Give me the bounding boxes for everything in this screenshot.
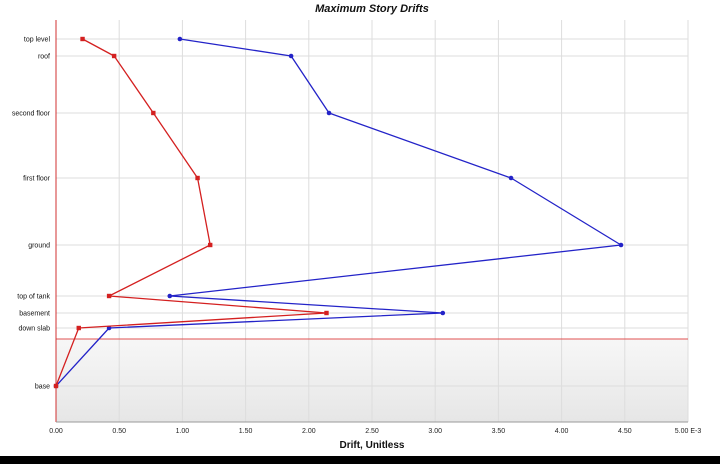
x-tick-label: 0.00 xyxy=(49,428,63,435)
chart-title: Maximum Story Drifts xyxy=(315,3,429,15)
x-tick-labels: 0.00 0.50 1.00 1.50 2.00 2.50 3.00 3.50 4.00 4.50… xyxy=(49,428,701,435)
data-point xyxy=(440,310,446,316)
data-point xyxy=(167,293,173,299)
x-tick-label: 4.50 xyxy=(618,428,632,435)
grid-lines xyxy=(56,20,689,422)
story-label: second floor xyxy=(12,111,51,118)
x-tick-label: 3.00 xyxy=(428,428,442,435)
bottom-bar xyxy=(0,456,720,464)
story-label: base xyxy=(35,384,50,391)
story-label: first floor xyxy=(23,176,51,183)
series-group xyxy=(53,36,624,389)
x-tick-label: 1.00 xyxy=(176,428,190,435)
x-tick-label: 5.00 E-3 xyxy=(675,428,702,435)
data-point xyxy=(106,293,112,299)
story-label: ground xyxy=(28,243,50,250)
data-point xyxy=(195,175,200,181)
data-point xyxy=(111,53,117,59)
data-point xyxy=(53,383,59,389)
story-label: top level xyxy=(24,37,51,44)
story-label: roof xyxy=(38,54,50,61)
data-point xyxy=(326,110,332,116)
story-label: top of tank xyxy=(17,294,50,301)
data-point xyxy=(508,175,514,181)
data-point xyxy=(80,36,85,42)
data-point xyxy=(618,242,624,248)
x-axis-label: Drift, Unitless xyxy=(339,440,404,451)
x-tick-label: 2.00 xyxy=(302,428,316,435)
story-label: basement xyxy=(19,311,50,318)
y-tick-labels: top level roof second floor first floor grou… xyxy=(12,37,51,391)
x-tick-label: 4.00 xyxy=(555,428,569,435)
data-point xyxy=(177,36,183,42)
data-point xyxy=(76,325,81,331)
data-point xyxy=(208,242,213,248)
x-tick-label: 1.50 xyxy=(239,428,253,435)
story-label: down slab xyxy=(18,326,50,333)
x-tick-label: 0.50 xyxy=(112,428,126,435)
data-point xyxy=(324,310,329,316)
data-point xyxy=(151,110,156,116)
x-tick-label: 2.50 xyxy=(365,428,379,435)
data-point xyxy=(288,53,294,59)
x-tick-label: 3.50 xyxy=(492,428,506,435)
